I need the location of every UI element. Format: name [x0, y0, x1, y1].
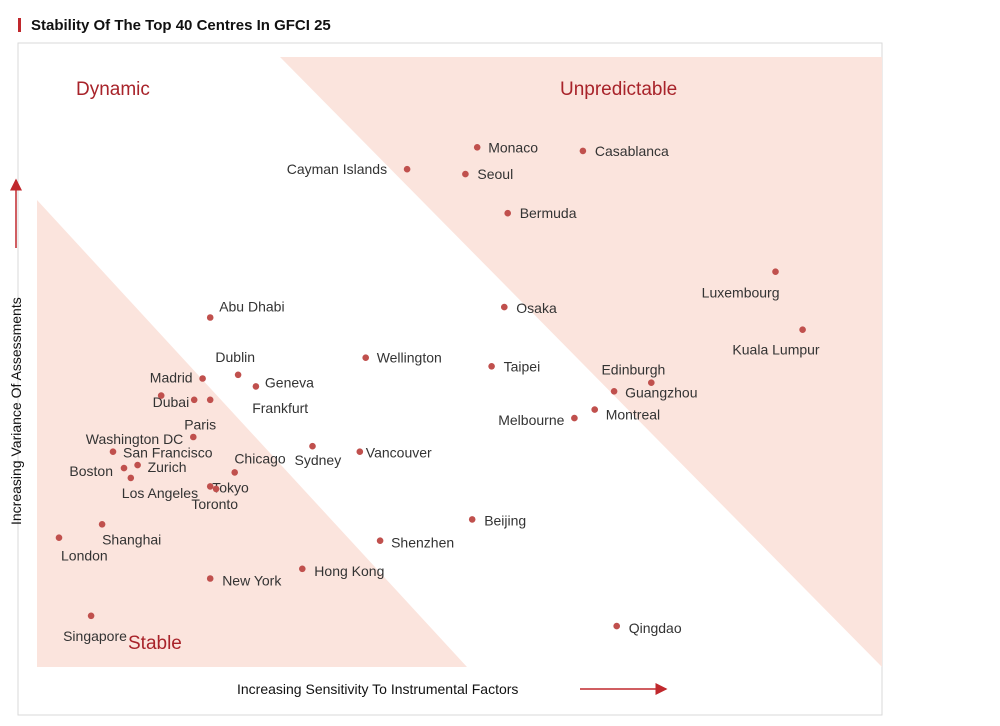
point-label-beijing: Beijing: [484, 512, 526, 528]
data-point-bermuda: [504, 209, 512, 217]
data-point-wellington: [362, 354, 370, 362]
data-point-qingdao: [613, 622, 620, 630]
data-point-edinburgh: [648, 379, 655, 387]
point-label-bermuda: Bermuda: [520, 205, 577, 221]
data-point-chicago: [231, 469, 238, 476]
point-label-madrid: Madrid: [150, 370, 193, 386]
point-label-dublin: Dublin: [215, 349, 255, 365]
point-label-hong-kong: Hong Kong: [314, 563, 384, 579]
point-label-shanghai: Shanghai: [102, 531, 161, 547]
data-points: Monaco Casablanca Cayman Islands Seoul Bermu…: [55, 139, 820, 644]
region-label-stable: Stable: [128, 633, 182, 654]
point-label-seoul: Seoul: [477, 166, 513, 182]
point-label-tokyo: Tokyo: [212, 479, 249, 495]
data-point-tokyo: [206, 483, 214, 490]
y-axis-label: Increasing Variance Of Assessments: [8, 297, 24, 525]
chart-title-bar: Stability Of The Top 40 Centres In GFCI …: [18, 14, 331, 36]
point-label-edinburgh: Edinburgh: [601, 362, 665, 378]
point-label-paris: Paris: [184, 417, 216, 433]
point-label-shenzhen: Shenzhen: [391, 535, 454, 551]
data-point-monaco: [473, 144, 481, 151]
data-point-luxembourg: [772, 268, 779, 276]
region-label-unpredictable: Unpredictable: [560, 79, 677, 100]
data-point-geneva: [252, 383, 260, 390]
data-point-shenzhen: [376, 537, 384, 544]
data-point-los-angeles: [127, 474, 135, 482]
point-label-new-york: New York: [222, 573, 282, 589]
data-point-casablanca: [579, 147, 587, 155]
data-point-beijing: [468, 516, 476, 523]
data-point-osaka: [501, 303, 508, 311]
region-label-dynamic: Dynamic: [76, 79, 150, 100]
point-label-london: London: [61, 548, 108, 564]
data-point-cayman-islands: [403, 165, 411, 173]
data-point-zurich: [134, 461, 141, 469]
data-point-new-york: [206, 575, 214, 582]
data-point-london: [55, 534, 63, 541]
point-label-cayman-islands: Cayman Islands: [287, 161, 387, 177]
x-axis-label: Increasing Sensitivity To Instrumental F…: [237, 681, 518, 697]
point-label-boston: Boston: [69, 463, 113, 479]
data-point-seoul: [462, 170, 469, 178]
point-label-casablanca: Casablanca: [595, 143, 669, 159]
data-point-toronto: [212, 485, 220, 493]
data-point-abu-dhabi: [206, 314, 214, 321]
data-point-vancouver: [356, 448, 364, 456]
point-label-zurich: Zurich: [148, 459, 187, 475]
data-point-boston: [120, 464, 128, 472]
data-point-madrid: [199, 375, 206, 382]
point-label-osaka: Osaka: [516, 300, 557, 316]
point-label-geneva: Geneva: [265, 374, 314, 390]
point-label-taipei: Taipei: [504, 358, 541, 374]
data-point-melbourne: [571, 414, 578, 422]
data-point-taipei: [488, 363, 495, 370]
point-label-washington-dc: Washington DC: [86, 431, 184, 447]
point-label-guangzhou: Guangzhou: [625, 384, 697, 400]
data-point-dubai: [190, 396, 198, 404]
data-point-kuala-lumpur: [799, 326, 806, 334]
data-point-shanghai: [98, 521, 106, 528]
point-label-qingdao: Qingdao: [629, 620, 682, 636]
data-point-guangzhou: [610, 388, 618, 395]
point-label-wellington: Wellington: [377, 350, 442, 366]
point-label-san-francisco: San Francisco: [123, 445, 213, 461]
point-label-luxembourg: Luxembourg: [702, 285, 780, 301]
point-label-kuala-lumpur: Kuala Lumpur: [732, 342, 820, 358]
data-point-sydney: [309, 442, 316, 450]
point-label-toronto: Toronto: [191, 496, 238, 512]
data-point-frankfurt: [206, 396, 214, 404]
title-accent-bar: [18, 18, 21, 32]
point-label-melbourne: Melbourne: [498, 412, 564, 428]
data-point-san-francisco: [109, 448, 117, 456]
point-label-sydney: Sydney: [295, 452, 342, 468]
point-label-abu-dhabi: Abu Dhabi: [219, 299, 284, 315]
chart-title: Stability Of The Top 40 Centres In GFCI …: [31, 16, 331, 34]
point-label-frankfurt: Frankfurt: [252, 400, 308, 416]
point-label-chicago: Chicago: [234, 450, 286, 466]
data-point-singapore: [87, 612, 95, 620]
data-point-dublin: [234, 371, 242, 379]
data-point-paris: [157, 392, 165, 399]
data-point-hong-kong: [299, 565, 306, 573]
stable-region: [37, 200, 467, 667]
unpredictable-region: [280, 57, 882, 667]
point-label-vancouver: Vancouver: [366, 445, 432, 461]
point-label-singapore: Singapore: [63, 628, 127, 644]
point-label-los-angeles: Los Angeles: [122, 485, 198, 501]
data-point-montreal: [591, 406, 598, 413]
point-label-monaco: Monaco: [488, 139, 538, 155]
data-point-washington-dc: [190, 433, 197, 441]
point-label-montreal: Montreal: [606, 407, 660, 423]
